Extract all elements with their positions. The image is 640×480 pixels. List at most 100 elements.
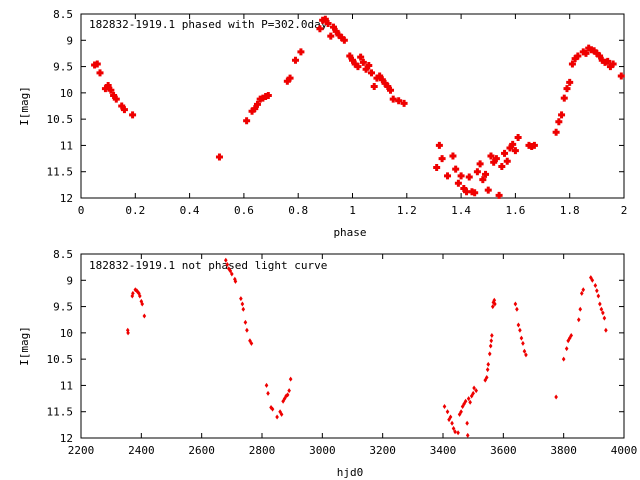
x-axis-label-bottom: hjd0 xyxy=(337,466,364,479)
data-point xyxy=(511,147,519,155)
y-tick-label: 12 xyxy=(60,192,73,205)
data-point xyxy=(118,102,126,110)
data-point xyxy=(288,376,293,382)
data-point xyxy=(110,91,118,99)
data-point xyxy=(602,315,607,321)
data-point xyxy=(442,403,447,409)
data-point xyxy=(449,152,457,160)
x-tick-label: 2800 xyxy=(249,444,276,457)
x-axis-label-top: phase xyxy=(333,226,366,239)
data-point xyxy=(270,406,275,412)
data-point xyxy=(492,297,497,303)
data-point xyxy=(521,340,525,346)
data-point xyxy=(351,60,359,68)
data-point xyxy=(486,361,491,367)
data-point xyxy=(359,58,367,66)
data-point xyxy=(447,417,451,423)
data-point xyxy=(269,405,273,411)
data-point xyxy=(131,290,135,296)
data-point xyxy=(598,301,602,307)
data-point xyxy=(471,390,475,396)
data-point xyxy=(582,49,590,57)
data-point xyxy=(485,367,490,373)
x-tick-label: 3400 xyxy=(430,444,457,457)
y-tick-label: 9 xyxy=(66,34,73,47)
data-point xyxy=(490,304,495,310)
data-point xyxy=(487,351,492,357)
data-point xyxy=(574,52,582,60)
data-point xyxy=(552,128,560,136)
y-axis-label-top: I[mag] xyxy=(18,86,31,126)
data-point xyxy=(243,319,248,325)
y-tick-label: 9 xyxy=(66,274,73,287)
data-point xyxy=(329,23,337,31)
data-point xyxy=(492,155,500,163)
data-point xyxy=(585,44,593,52)
data-point xyxy=(251,105,259,113)
data-point xyxy=(338,34,346,42)
x-tick-label: 1.2 xyxy=(397,204,417,217)
data-point xyxy=(241,306,246,312)
data-point xyxy=(465,420,469,426)
x-tick-label: 2600 xyxy=(188,444,215,457)
data-point xyxy=(566,78,574,86)
data-point xyxy=(506,144,514,152)
data-point xyxy=(266,390,270,396)
x-tick-label: 0.4 xyxy=(180,204,200,217)
x-tick-label: 1.4 xyxy=(451,204,471,217)
data-point xyxy=(457,172,465,180)
data-point xyxy=(291,56,299,64)
data-point xyxy=(590,277,595,283)
data-point xyxy=(463,398,468,404)
data-point xyxy=(230,271,234,277)
data-point xyxy=(482,170,490,178)
data-point xyxy=(601,310,605,316)
data-point xyxy=(354,63,362,71)
data-point xyxy=(453,429,457,435)
x-tick-label: 1.8 xyxy=(560,204,580,217)
data-point xyxy=(264,91,272,99)
data-point xyxy=(593,49,601,57)
data-point xyxy=(227,266,231,272)
data-point xyxy=(438,155,446,163)
data-point xyxy=(498,162,506,170)
data-point xyxy=(253,100,261,108)
data-point xyxy=(104,81,112,89)
x-tick-label: 1 xyxy=(349,204,356,217)
data-point xyxy=(120,106,128,114)
data-point xyxy=(137,290,141,296)
data-point xyxy=(368,69,376,77)
data-point xyxy=(590,47,598,55)
data-point xyxy=(524,352,528,358)
data-point xyxy=(493,301,497,307)
data-point xyxy=(362,65,370,73)
x-tick-label: 3800 xyxy=(550,444,577,457)
data-point xyxy=(514,134,522,142)
data-point xyxy=(474,388,478,394)
data-point xyxy=(604,57,612,65)
data-point xyxy=(286,74,294,82)
data-point xyxy=(275,414,279,420)
x-tick-label: 0.6 xyxy=(234,204,254,217)
data-point xyxy=(558,111,566,119)
data-point xyxy=(400,99,408,107)
y-tick-label: 11 xyxy=(60,139,73,152)
data-point xyxy=(450,420,454,426)
data-point xyxy=(444,172,452,180)
data-point xyxy=(381,79,389,87)
data-point xyxy=(459,409,463,415)
data-point xyxy=(248,338,252,344)
data-point xyxy=(264,382,269,388)
data-point xyxy=(609,60,617,68)
data-point xyxy=(596,293,601,299)
y-tick-label: 10.5 xyxy=(47,353,74,366)
data-point xyxy=(472,385,476,391)
data-point xyxy=(243,117,251,125)
y-tick-label: 8.5 xyxy=(53,8,73,21)
axis-ticks-bottom: 2200 2400 2600 2800 3000 3200 3400 3600 3800 4000… xyxy=(47,248,638,457)
data-point xyxy=(501,149,509,157)
data-point xyxy=(530,141,538,149)
data-point xyxy=(516,322,521,328)
data-point xyxy=(349,56,356,64)
data-point xyxy=(468,399,472,405)
